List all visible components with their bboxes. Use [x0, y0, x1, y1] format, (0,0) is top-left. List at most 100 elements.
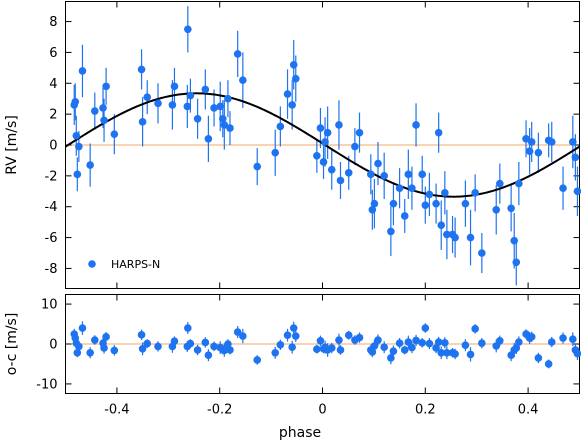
bottom-data-point: [368, 348, 377, 356]
bottom-data-point: [534, 354, 543, 362]
top-data-point: [137, 65, 146, 74]
top-y-tick-label: -8: [45, 262, 58, 277]
bottom-data-point: [184, 324, 192, 332]
top-data-point: [319, 158, 328, 166]
bottom-data-point: [412, 336, 420, 345]
top-data-point: [253, 162, 262, 171]
bottom-x-tick-label: 0.2: [415, 403, 436, 418]
top-data-point: [289, 60, 298, 69]
top-data-point: [451, 233, 459, 242]
bottom-data-point: [404, 338, 413, 346]
top-data-point: [210, 104, 218, 112]
top-y-tick-label: -4: [45, 200, 58, 215]
bottom-data-point: [137, 331, 146, 339]
top-data-point: [168, 101, 177, 109]
top-data-point: [355, 128, 364, 137]
bottom-data-point: [425, 339, 434, 348]
top-y-tick-label: 0: [49, 139, 57, 154]
top-data-point: [183, 102, 192, 111]
top-data-point: [400, 212, 409, 220]
top-y-tick-label: 2: [49, 108, 57, 123]
top-data-point: [437, 221, 446, 230]
top-data-point: [507, 204, 515, 213]
bottom-y-tick-label: 10: [41, 298, 58, 313]
top-data-point: [271, 148, 280, 157]
top-y-tick-label: 4: [49, 77, 57, 92]
x-axis-label: phase: [279, 425, 321, 441]
bottom-data-point: [418, 339, 427, 347]
top-data-point: [193, 114, 202, 123]
top-data-point: [492, 206, 501, 214]
top-data-point: [327, 165, 336, 174]
top-panel: -8 -6 -4 -2 0 2 4 6 8 RV [m/s] HARPS-N: [4, 1, 581, 289]
top-data-point: [143, 93, 152, 101]
top-data-point: [233, 50, 242, 58]
bottom-data-point: [544, 360, 553, 368]
bottom-data-point: [471, 325, 479, 333]
bottom-data-point: [559, 334, 567, 342]
top-data-point: [525, 147, 534, 155]
bottom-data-point: [253, 356, 262, 364]
top-data-point: [571, 153, 580, 162]
bottom-data-point: [327, 344, 336, 352]
bottom-data-point: [204, 351, 213, 359]
bottom-panel: -0.4 -0.2 0 0.2 0.4 -10 0 10 o-c [m/s] phase: [4, 294, 581, 441]
top-data-point: [370, 199, 379, 208]
bottom-x-tick-label: 0: [318, 403, 326, 418]
top-data-point: [471, 189, 479, 197]
top-data-point: [283, 90, 292, 98]
top-data-point: [573, 187, 581, 196]
bottom-data-point: [408, 343, 416, 352]
top-data-point: [512, 258, 521, 267]
bottom-data-point: [283, 331, 292, 340]
top-data-point: [239, 76, 247, 84]
top-data-point: [478, 249, 486, 257]
top-data-point: [367, 170, 375, 179]
bottom-data-point: [478, 339, 486, 348]
bottom-data-point: [100, 344, 108, 352]
bottom-data-point: [466, 350, 475, 359]
top-y-tick-label: -6: [45, 231, 58, 246]
bottom-data-point: [461, 341, 470, 349]
bottom-data-point: [288, 343, 296, 351]
top-data-point: [425, 190, 434, 199]
bottom-data-point: [78, 324, 87, 332]
bottom-data-point: [289, 324, 298, 332]
top-data-point: [184, 25, 192, 34]
bottom-data-point: [387, 354, 395, 362]
top-data-point: [418, 170, 427, 179]
top-data-point: [73, 170, 82, 179]
top-data-point: [313, 152, 321, 160]
top-data-point: [170, 82, 179, 91]
top-data-point: [441, 189, 449, 197]
bottom-data-point: [73, 348, 82, 357]
bottom-data-point: [239, 332, 247, 340]
top-data-point: [443, 230, 451, 239]
top-data-point: [218, 114, 227, 123]
top-data-point: [351, 142, 359, 151]
top-data-point: [226, 124, 234, 132]
top-data-point: [534, 148, 543, 157]
bottom-data-point: [527, 333, 536, 341]
bottom-data-point: [573, 349, 581, 358]
top-data-point: [72, 131, 81, 140]
bottom-data-point: [313, 345, 321, 353]
bottom-data-point: [451, 350, 459, 358]
top-axis-ticks: -8 -6 -4 -2 0 2 4 6 8: [45, 1, 580, 289]
top-data-point: [461, 199, 470, 208]
bottom-data-point: [110, 346, 119, 355]
top-data-point: [335, 121, 343, 129]
top-data-point: [387, 227, 395, 236]
top-data-point: [515, 179, 523, 188]
top-data-point: [102, 82, 110, 91]
legend-label-harps-n: HARPS-N: [111, 258, 160, 271]
bottom-data-point: [86, 348, 94, 357]
top-data-point: [412, 121, 420, 129]
bottom-x-tick-label: -0.2: [207, 403, 232, 418]
bottom-data-point: [432, 344, 440, 352]
bottom-data-point: [395, 339, 404, 348]
bottom-data-point: [233, 328, 242, 336]
top-data-point: [496, 179, 504, 188]
bottom-data-point: [90, 336, 99, 344]
